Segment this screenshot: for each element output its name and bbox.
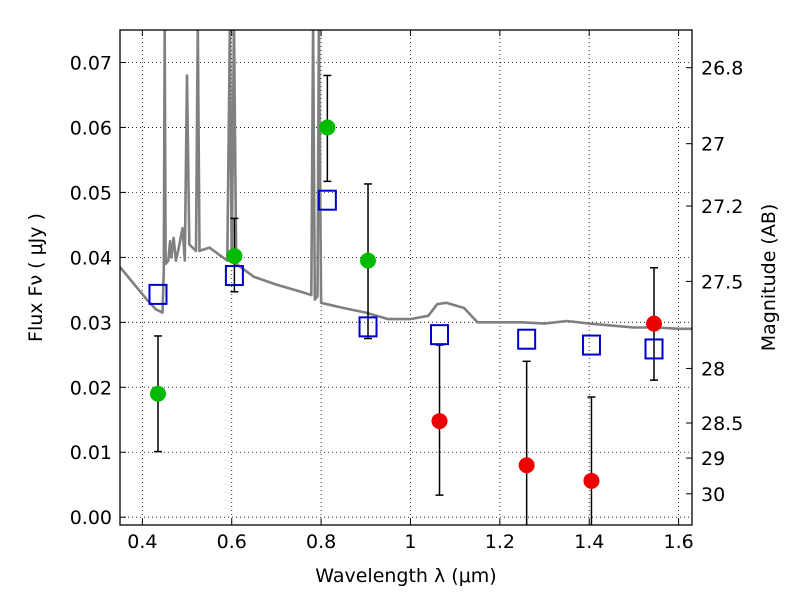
model-square bbox=[517, 328, 537, 350]
x-tick-label: 1 bbox=[404, 531, 416, 553]
flux-point bbox=[319, 119, 336, 136]
y2-tick-label: 29 bbox=[701, 448, 725, 470]
x-tick-label: 0.6 bbox=[217, 531, 247, 553]
axis-ticks: 0.4 0.6 0.8 1 1.2 1.4 1.6 0.00 0.01 0.02 0.03 0.04 0… bbox=[70, 30, 743, 553]
flux-point bbox=[431, 413, 448, 430]
flux-point bbox=[518, 457, 535, 474]
model-square bbox=[581, 334, 601, 356]
y-tick-label: 0.06 bbox=[70, 117, 112, 139]
y2-axis-label: Magnitude (AB) bbox=[758, 204, 780, 352]
x-tick-label: 1.4 bbox=[574, 531, 604, 553]
model-square bbox=[644, 338, 664, 360]
y-tick-label: 0.02 bbox=[70, 377, 112, 399]
y2-tick-label: 30 bbox=[701, 484, 725, 506]
model-square bbox=[358, 316, 378, 338]
model-square bbox=[224, 265, 244, 287]
y-tick-label: 0.03 bbox=[70, 312, 112, 334]
y2-tick-label: 28 bbox=[701, 358, 725, 380]
flux-point bbox=[646, 315, 663, 332]
y-tick-label: 0.00 bbox=[70, 507, 112, 529]
plot-frame bbox=[119, 29, 693, 526]
flux-point bbox=[360, 252, 377, 269]
y2-tick-label: 26.8 bbox=[701, 58, 743, 80]
flux-point bbox=[226, 248, 243, 265]
sed-model-spectrum bbox=[120, 30, 692, 331]
y-tick-label: 0.04 bbox=[70, 247, 112, 269]
grid bbox=[120, 30, 692, 525]
model-square bbox=[430, 324, 450, 346]
x-tick-label: 1.2 bbox=[485, 531, 515, 553]
x-axis-label: Wavelength λ (μm) bbox=[315, 565, 496, 587]
x-tick-label: 0.8 bbox=[306, 531, 336, 553]
model-square bbox=[317, 189, 337, 211]
flux-point bbox=[149, 385, 166, 402]
flux-point bbox=[583, 472, 600, 489]
sed-line bbox=[120, 30, 692, 331]
x-tick-label: 1.6 bbox=[663, 531, 693, 553]
y2-tick-label: 27.2 bbox=[701, 196, 743, 218]
y2-tick-label: 27.5 bbox=[701, 271, 743, 293]
data-points bbox=[148, 74, 664, 525]
y2-tick-label: 28.5 bbox=[701, 413, 743, 435]
x-tick-label: 0.4 bbox=[127, 531, 157, 553]
y-tick-label: 0.05 bbox=[70, 182, 112, 204]
model-square bbox=[148, 283, 168, 305]
y2-tick-label: 27 bbox=[701, 134, 725, 156]
y-tick-label: 0.01 bbox=[70, 442, 112, 464]
y-tick-label: 0.07 bbox=[70, 52, 112, 74]
y-axis-label: Flux Fν ( μJy ) bbox=[25, 213, 47, 342]
